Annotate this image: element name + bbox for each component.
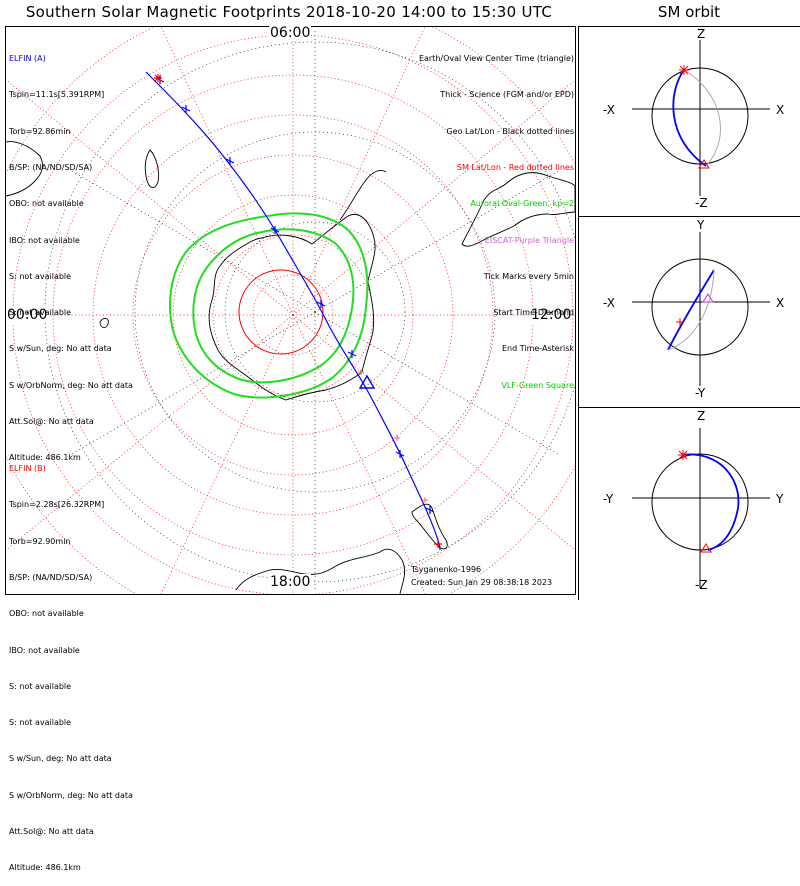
auroral-oval — [169, 212, 369, 399]
spacecraft-a-info: ELFIN (A) Tspin=11.1s[5.391RPM] Torb=92.… — [9, 29, 133, 476]
new-zealand-coastline — [411, 503, 448, 550]
map-credits: Tsyganenko-1996 Created: Sun Jan 29 08:3… — [411, 564, 552, 589]
track-end-asterisk — [154, 74, 162, 82]
view-center-triangle — [358, 374, 376, 389]
spacecraft-b-line: Att.Sol@: No att data — [9, 827, 94, 836]
sm-pole-circle — [238, 269, 324, 355]
orbit-panel-yz — [632, 428, 770, 588]
spacecraft-a-line: S: not available — [9, 308, 72, 318]
legend-entry: Thick - Science (FGM and/or EPD) — [440, 90, 574, 100]
australia-coastline — [235, 548, 405, 594]
orbit-xy-axis-left: -X — [603, 296, 615, 310]
track-start-marker — [434, 540, 442, 548]
legend-entry: SM Lat/Lon - Red dotted lines — [456, 163, 574, 173]
madagascar-coastline — [144, 149, 159, 189]
spacecraft-a-line: S: not available — [9, 271, 72, 281]
spacecraft-b-line: Altitude: 486.1km — [9, 863, 81, 873]
legend-entry: End Time-Asterisk — [501, 344, 574, 354]
spacecraft-b-line: S: not available — [9, 718, 72, 728]
spacecraft-a-line: IBO: not available — [9, 235, 80, 245]
orbit-yz-axis-left: -Y — [603, 492, 614, 506]
spacecraft-a-line: Tspin=11.1s[5.391RPM] — [9, 90, 105, 100]
legend-entry: Auroral Oval-Green, kp=2 — [470, 199, 574, 209]
orbit-panel-xz-frame — [578, 26, 800, 216]
legend-entry: Geo Lat/Lon - Black dotted lines — [446, 126, 574, 136]
spacecraft-b-line: B/SP: (NA/ND/SD/SA) — [9, 573, 93, 583]
spacecraft-b-line: Tspin=2.28s[26.32RPM] — [9, 500, 105, 510]
orbit-yz-axis-right: Y — [776, 492, 784, 506]
spacecraft-a-line: Att.Sol@: No att data — [9, 417, 94, 426]
spacecraft-b-line: OBO: not available — [9, 609, 84, 619]
mlt-label-right: 12:00 — [530, 307, 573, 323]
legend-entry: Start Time-Diamond — [493, 308, 574, 318]
spacecraft-a-line: S w/Sun, deg: No att data — [9, 344, 112, 354]
track-b-ticks — [358, 369, 428, 503]
spacecraft-track — [145, 71, 441, 551]
orbit-panel-yz-frame — [578, 407, 800, 600]
map-legend: Earth/Oval View Center Time (triangle) T… — [419, 29, 574, 404]
model-credit: Tsyganenko-1996 — [411, 565, 482, 574]
south-america-coastline — [461, 172, 575, 247]
orbit-panel-title: SM orbit — [657, 3, 721, 21]
orbit-yz-axis-top: Z — [697, 409, 706, 423]
spacecraft-b-line: S: not available — [9, 681, 72, 691]
page-title: Southern Solar Magnetic Footprints 2018-… — [25, 3, 553, 21]
spacecraft-b-name: ELFIN (B) — [9, 464, 46, 474]
track-ticks — [155, 76, 435, 514]
spacecraft-a-name: ELFIN (A) — [9, 54, 46, 64]
spacecraft-b-line: Torb=92.90min — [9, 536, 71, 546]
spacecraft-b-line: S w/Sun, deg: No att data — [9, 754, 112, 764]
orbit-xz-axis-top: Z — [697, 27, 706, 41]
legend-entry: Earth/Oval View Center Time (triangle) — [418, 54, 574, 64]
spacecraft-a-line: S w/OrbNorm, deg: No att data — [9, 380, 133, 390]
legend-entry: EISCAT-Purple Triangle — [484, 235, 574, 245]
spacecraft-b-line: S w/OrbNorm, deg: No att data — [9, 790, 133, 800]
spacecraft-a-line: B/SP: (NA/ND/SD/SA) — [9, 163, 93, 173]
orbit-xz-axis-left: -X — [603, 103, 615, 117]
spacecraft-b-info: ELFIN (B) Tspin=2.28s[26.32RPM] Torb=92.… — [9, 439, 133, 886]
orbit-panel-xy-frame — [578, 216, 800, 407]
orbit-xy-axis-bottom: -Y — [695, 386, 706, 400]
geo-grid — [44, 30, 575, 590]
orbit-yz-axis-bottom: -Z — [695, 578, 708, 592]
spacecraft-b-line: IBO: not available — [9, 645, 80, 655]
legend-entry: VLF-Green Square — [501, 380, 574, 390]
legend-entry: Tick Marks every 5min — [483, 271, 574, 281]
spacecraft-a-line: Altitude: 486.1km — [9, 453, 81, 463]
antarctic-peninsula — [339, 169, 387, 221]
island-coastline — [99, 317, 109, 329]
created-timestamp: Created: Sun Jan 29 08:38:18 2023 — [411, 577, 553, 587]
orbit-xy-axis-right: X — [776, 296, 785, 310]
mlt-label-bottom: 18:00 — [269, 574, 312, 590]
spacecraft-a-line: OBO: not available — [9, 199, 84, 209]
orbit-xz-axis-bottom: -Z — [695, 196, 708, 210]
mlt-label-top: 06:00 — [269, 25, 312, 41]
africa-coastline — [6, 141, 43, 197]
orbit-panel-xy — [632, 232, 770, 386]
orbit-panel-xz — [632, 40, 770, 196]
spacecraft-a-line: Torb=92.86min — [9, 126, 71, 136]
mlt-label-left: 00:00 — [6, 307, 49, 323]
orbit-xz-axis-right: X — [776, 103, 785, 117]
antarctica-coastline — [208, 214, 376, 401]
orbit-xy-axis-top: Y — [697, 218, 705, 232]
